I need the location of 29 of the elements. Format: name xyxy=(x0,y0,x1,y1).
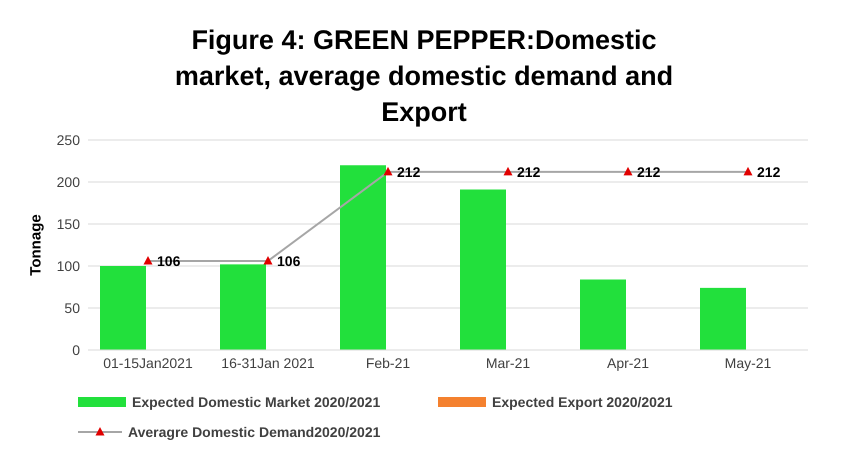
x-tick-label: 01-15Jan2021 xyxy=(103,354,193,371)
x-tick-label: Apr-21 xyxy=(606,354,650,371)
y-tick-label: 200 xyxy=(56,174,80,190)
bar xyxy=(340,165,386,350)
x-tick-label: Feb-21 xyxy=(366,354,410,371)
y-axis-title: Tonnage xyxy=(27,214,44,276)
bar xyxy=(220,264,266,350)
bar xyxy=(580,279,626,350)
x-tick-label: 16-31Jan 2021 xyxy=(221,354,315,371)
x-tick-label: May-21 xyxy=(724,354,772,371)
legend-label: Averagre Domestic Demand2020/2021 xyxy=(128,424,380,440)
bar xyxy=(460,190,506,350)
data-label: 106 xyxy=(277,252,301,269)
y-tick-label: 0 xyxy=(72,342,80,358)
bar xyxy=(100,266,146,350)
data-label: 212 xyxy=(757,164,781,180)
y-tick-label: 50 xyxy=(64,300,80,316)
legend-label: Expected Export 2020/2021 xyxy=(492,394,673,410)
data-label: 212 xyxy=(637,164,661,180)
y-tick-label: 250 xyxy=(56,132,80,148)
data-label: 212 xyxy=(397,164,421,180)
x-tick-label: Mar-21 xyxy=(486,354,530,371)
y-tick-label: 150 xyxy=(56,216,80,232)
bar xyxy=(700,288,746,350)
legend-label: Expected Domestic Market 2020/2021 xyxy=(132,394,380,410)
data-label: 106 xyxy=(157,252,181,269)
chart-title: Figure 4: GREEN PEPPER:Domestic market, average domestic demand and Export xyxy=(174,24,674,129)
y-tick-label: 100 xyxy=(56,258,80,274)
data-label: 212 xyxy=(517,164,541,180)
